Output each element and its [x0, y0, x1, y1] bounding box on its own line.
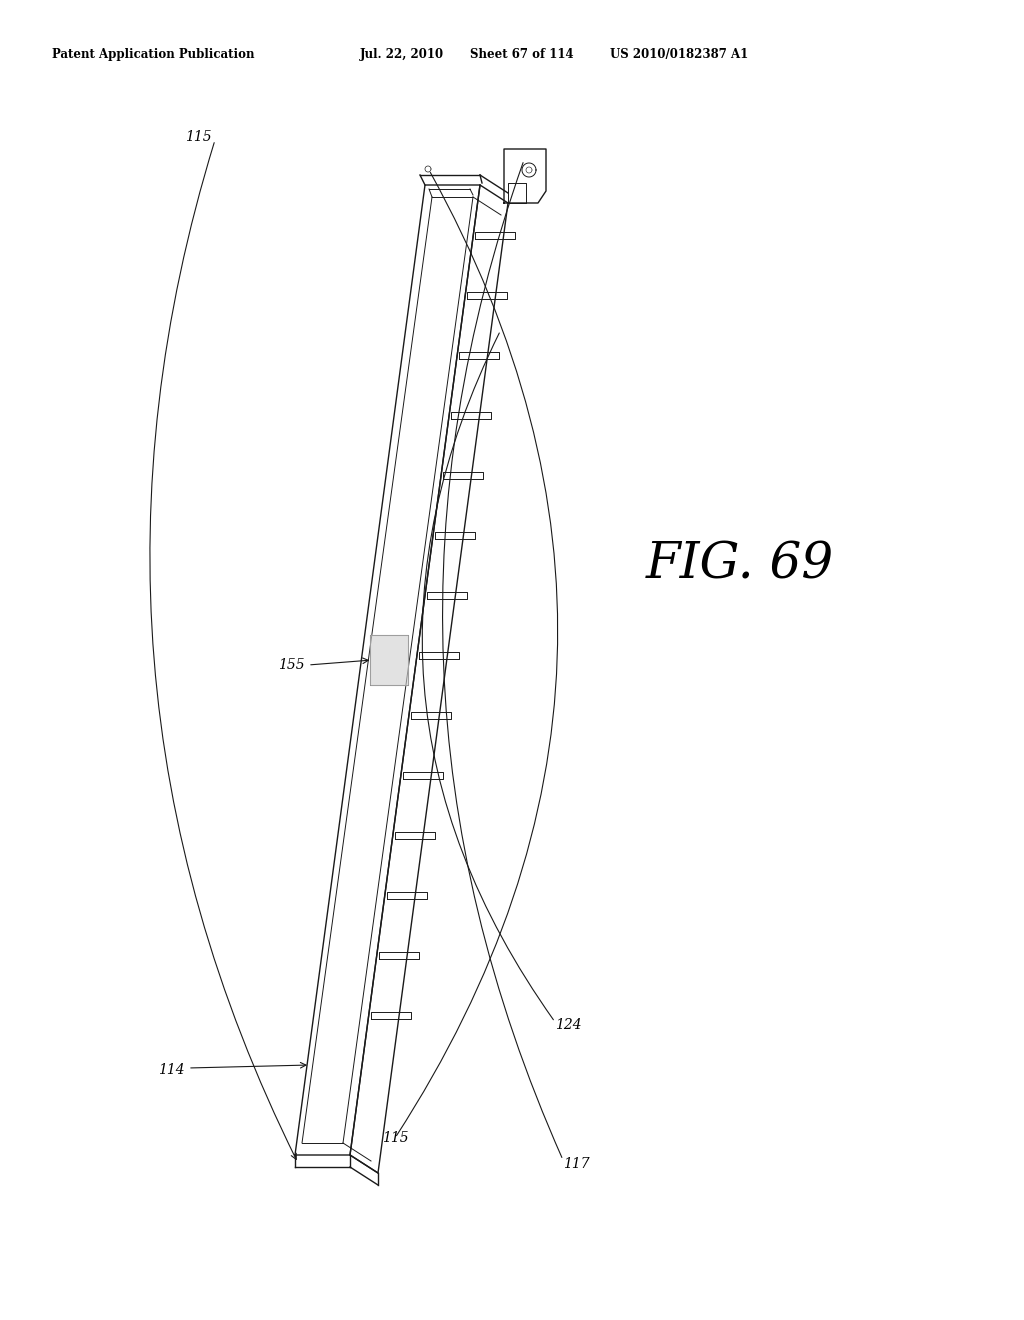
Text: 114: 114	[159, 1063, 185, 1077]
Text: Sheet 67 of 114: Sheet 67 of 114	[470, 48, 573, 61]
Text: 124: 124	[555, 1018, 582, 1032]
Text: 155: 155	[279, 657, 305, 672]
Text: 115: 115	[382, 1131, 409, 1144]
Text: US 2010/0182387 A1: US 2010/0182387 A1	[610, 48, 749, 61]
Text: Jul. 22, 2010: Jul. 22, 2010	[360, 48, 444, 61]
Text: 117: 117	[563, 1158, 590, 1171]
Text: Patent Application Publication: Patent Application Publication	[52, 48, 255, 61]
Polygon shape	[371, 635, 409, 685]
Text: FIG. 69: FIG. 69	[646, 540, 835, 590]
Text: 115: 115	[185, 129, 212, 144]
